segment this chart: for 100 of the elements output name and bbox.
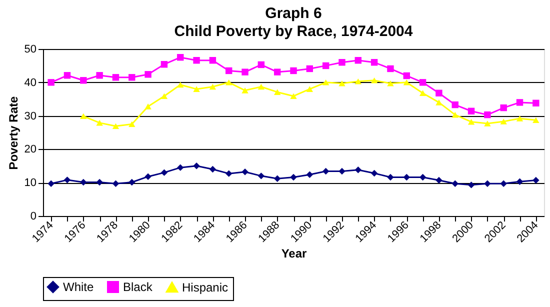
point	[452, 101, 458, 108]
point	[403, 174, 410, 181]
point	[160, 61, 168, 68]
point	[387, 65, 394, 72]
point	[96, 120, 103, 126]
point	[80, 77, 87, 84]
y-tick-label: 30	[24, 110, 36, 122]
y-axis-title: Poverty Rate	[6, 96, 20, 170]
point	[419, 174, 426, 181]
point	[226, 67, 232, 74]
point	[193, 57, 200, 64]
point	[484, 180, 491, 187]
point	[532, 117, 540, 124]
point	[160, 93, 168, 99]
point	[516, 99, 524, 106]
point	[144, 104, 152, 110]
point	[468, 108, 475, 114]
point	[436, 176, 442, 184]
point	[516, 116, 524, 122]
legend-label: White	[63, 280, 94, 294]
point	[452, 112, 458, 118]
y-tick-label: 40	[24, 76, 36, 89]
point	[322, 79, 330, 86]
point	[128, 74, 136, 81]
point	[274, 175, 281, 182]
point	[436, 100, 442, 106]
point	[144, 173, 152, 180]
point	[370, 59, 378, 66]
point	[64, 72, 71, 79]
point	[128, 121, 136, 128]
point	[258, 61, 265, 68]
point	[290, 67, 297, 74]
point	[96, 72, 103, 79]
point	[193, 86, 200, 92]
point	[290, 93, 297, 99]
point	[242, 68, 248, 76]
point	[500, 104, 507, 112]
point	[209, 84, 216, 90]
point	[500, 118, 507, 124]
point	[500, 180, 507, 187]
point	[338, 168, 346, 175]
point	[306, 171, 314, 178]
point	[177, 82, 184, 88]
point	[258, 172, 265, 180]
point	[484, 111, 491, 118]
point	[306, 86, 314, 92]
point	[532, 176, 540, 184]
point	[484, 120, 491, 126]
point	[322, 62, 330, 70]
point	[419, 79, 426, 86]
point	[403, 79, 410, 86]
point	[354, 57, 362, 64]
point	[144, 71, 152, 78]
point	[338, 59, 346, 66]
point	[532, 100, 540, 106]
legend-label: Hispanic	[182, 280, 228, 294]
point	[177, 54, 184, 61]
point	[112, 74, 120, 81]
point	[193, 162, 200, 170]
point	[242, 168, 248, 176]
point	[387, 80, 394, 86]
point	[128, 178, 136, 186]
point	[64, 176, 71, 184]
point	[226, 79, 232, 86]
point	[452, 180, 458, 187]
point	[290, 174, 297, 181]
point	[274, 68, 281, 76]
point	[516, 178, 524, 185]
point	[419, 90, 426, 96]
point	[177, 164, 184, 171]
point	[160, 169, 168, 176]
point	[354, 166, 362, 174]
legend-label: Black	[123, 280, 154, 294]
point	[209, 166, 216, 173]
x-axis-title: Year	[281, 246, 308, 260]
point	[354, 78, 362, 84]
point	[258, 84, 265, 90]
point	[387, 174, 394, 181]
point	[436, 90, 442, 96]
y-tick-label: 50	[24, 44, 36, 56]
point	[338, 80, 346, 86]
point	[80, 113, 87, 120]
point	[370, 170, 378, 177]
point	[48, 79, 54, 86]
point	[322, 168, 330, 175]
point	[403, 72, 410, 80]
point	[48, 180, 54, 187]
chart-title: Graph 6	[265, 5, 322, 22]
chart-subtitle: Child Poverty by Race, 1974-2004	[174, 23, 414, 40]
point	[226, 170, 232, 177]
point	[468, 118, 475, 125]
point	[209, 57, 216, 64]
point	[112, 123, 120, 130]
point	[96, 178, 103, 186]
point	[242, 88, 248, 94]
y-tick-label: 0	[30, 210, 36, 222]
y-tick-label: 20	[24, 144, 36, 156]
point	[80, 178, 87, 186]
point	[468, 182, 475, 188]
y-tick-label: 10	[24, 177, 36, 190]
